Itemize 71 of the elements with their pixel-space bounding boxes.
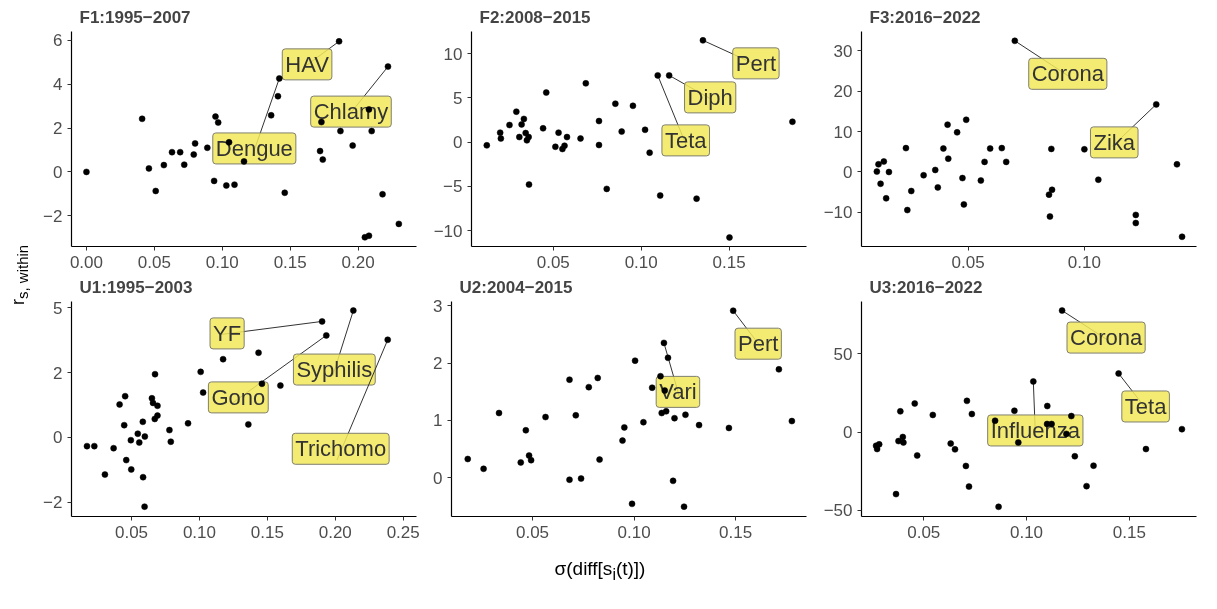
chart-title: U2:2004−2015	[459, 277, 573, 297]
x-tick-label: 0.25	[386, 522, 420, 542]
annotation: Trichomo	[295, 436, 387, 462]
y-tick-label: 0	[53, 428, 63, 448]
y-tick-label: −10	[823, 203, 853, 223]
chart-title: F3:2016−2022	[869, 7, 981, 27]
y-tick-label: 0	[53, 162, 63, 182]
x-tick-label: 0.05	[137, 252, 171, 272]
annotation: Corona	[1070, 325, 1143, 351]
annotation: Corona	[1031, 61, 1105, 87]
x-tick-label: 0.05	[114, 522, 149, 542]
y-tick-label: 20	[833, 82, 853, 102]
annotation: Syphilis	[296, 357, 373, 383]
y-tick-label: 5	[453, 88, 463, 108]
y-tick-label: 5	[53, 298, 63, 318]
x-tick-label: 0.10	[182, 522, 216, 542]
x-tick-label: 0.10	[1009, 522, 1044, 542]
x-tick-label: 0.15	[273, 252, 307, 272]
y-tick-label: −50	[823, 501, 853, 521]
x-tick-label: 0.15	[719, 522, 753, 542]
y-tick-label: 1	[433, 411, 443, 431]
annotation: Zika	[1093, 129, 1136, 155]
x-tick-label: 0.15	[1112, 522, 1146, 542]
x-tick-label: 0.05	[907, 522, 941, 542]
x-tick-label: 0.10	[624, 252, 658, 272]
chart-title: F1:1995−2007	[79, 7, 191, 27]
annotation: HAV	[285, 51, 330, 77]
y-tick-label: 2	[53, 363, 63, 383]
x-tick-label: 0.05	[951, 252, 985, 272]
y-tick-label: 3	[433, 296, 443, 316]
y-tick-label: −10	[433, 221, 463, 241]
chart-title: U3:2016−2022	[869, 277, 983, 297]
x-axis-title: σ(diff[s$_{i}$(t)])	[554, 557, 646, 585]
y-tick-label: 0	[453, 133, 463, 153]
y-tick-label: 0	[433, 468, 443, 488]
x-tick-label: 0.15	[712, 252, 746, 272]
x-tick-label: 0.20	[341, 252, 375, 272]
y-tick-label: 0	[843, 163, 853, 182]
y-tick-label: −2	[43, 493, 63, 513]
y-tick-label: 2	[433, 354, 443, 374]
y-tick-label: 50	[833, 344, 853, 364]
y-tick-label: −2	[43, 206, 63, 226]
y-tick-label: 4	[53, 75, 63, 95]
annotation: Pert	[735, 50, 777, 76]
chart-title: U1:1995−2003	[79, 277, 193, 297]
x-tick-label: 0.15	[250, 522, 284, 542]
annotation: Pert	[738, 331, 779, 357]
x-tick-label: 0.10	[205, 252, 239, 272]
annotation: Influenza	[990, 417, 1081, 443]
x-tick-label: 0.05	[515, 522, 550, 542]
y-tick-label: 10	[833, 122, 853, 142]
y-tick-label: 2	[53, 119, 63, 139]
annotation: Teta	[1124, 393, 1168, 419]
annotation: Chlamy	[313, 99, 389, 125]
x-tick-label: 0.20	[318, 522, 352, 542]
x-tick-label: 0.10	[617, 522, 651, 542]
y-tick-label: 10	[443, 44, 463, 64]
x-tick-label: 0.10	[1067, 252, 1101, 272]
annotation: Gono	[211, 384, 266, 410]
annotation: Vari	[659, 379, 697, 405]
x-tick-label: 0.00	[69, 252, 103, 272]
annotation: Dengue	[215, 135, 293, 161]
annotation: Diph	[687, 84, 733, 110]
x-tick-label: 0.05	[536, 252, 570, 272]
y-tick-label: 0	[843, 423, 853, 442]
y-tick-label: 6	[53, 31, 63, 51]
annotation: Teta	[664, 127, 708, 153]
y-tick-label: 30	[833, 41, 853, 61]
y-tick-label: −5	[443, 177, 463, 197]
annotation: YF	[213, 320, 242, 346]
chart-title: F2:2008−2015	[479, 7, 591, 27]
